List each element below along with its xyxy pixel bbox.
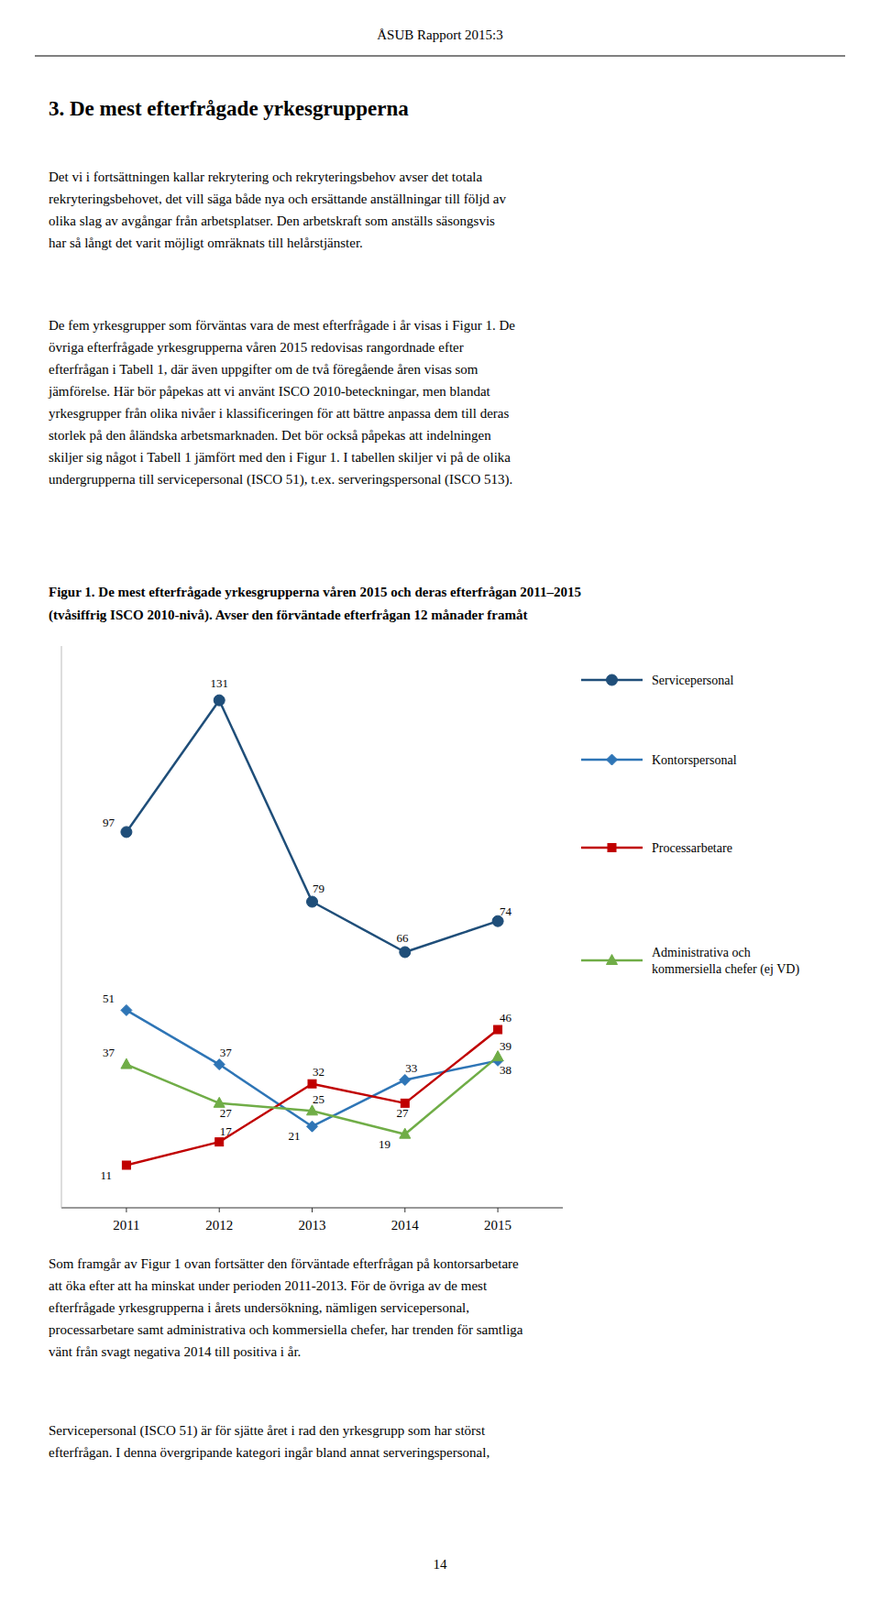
- body-paragraph: Det vi i fortsättningen kallar rekryteri…: [48, 169, 506, 251]
- data-point: [494, 1025, 503, 1034]
- page-header: ÅSUB Rapport 2015:3: [376, 27, 504, 43]
- legend-entry: Administrativa ochkommersiella chefer (e…: [651, 946, 800, 978]
- data-point: [121, 1161, 131, 1170]
- legend-marker: [606, 674, 618, 686]
- data-label: 131: [209, 676, 229, 691]
- data-label: 21: [288, 1129, 301, 1144]
- data-point: [213, 694, 225, 706]
- data-label: 46: [499, 1011, 513, 1025]
- data-point: [399, 1074, 411, 1086]
- data-point: [399, 1128, 411, 1139]
- chart-subtitle: (tvåsiffrig ISCO 2010-nivå). Avser den f…: [48, 607, 528, 624]
- y-axis-line: [61, 646, 63, 1209]
- data-label: 79: [312, 881, 325, 896]
- data-label: 27: [220, 1106, 233, 1121]
- data-label: 38: [499, 1063, 512, 1078]
- legend-entry: Servicepersonal: [651, 673, 735, 688]
- data-point: [121, 826, 132, 838]
- data-label: 32: [312, 1065, 325, 1079]
- footer-paragraph: Som framgår av Figur 1 ovan fortsätter d…: [48, 1256, 524, 1360]
- x-tick: [404, 1208, 406, 1213]
- data-label: 17: [220, 1124, 233, 1139]
- page-number: 14: [433, 1557, 449, 1573]
- data-labels: 97 131 79 66 74 51 37 21 33 38 11 17 32 27 46 37 27 25 19 3…: [99, 676, 512, 1182]
- data-label: 97: [102, 815, 116, 830]
- x-tick: [125, 1208, 127, 1213]
- data-point: [215, 1138, 224, 1147]
- series-line: [126, 1010, 498, 1127]
- legend-marker: [606, 955, 618, 966]
- data-point: [307, 1105, 319, 1116]
- x-tick: [219, 1208, 220, 1213]
- chart-title: Figur 1. De mest efterfrågade yrkesgrupp…: [48, 584, 582, 600]
- data-label: 66: [396, 931, 410, 946]
- data-label: 37: [102, 1045, 116, 1060]
- series-line: [126, 1056, 498, 1135]
- data-label: 27: [396, 1106, 410, 1121]
- data-label: 19: [378, 1137, 391, 1152]
- x-tick: [497, 1208, 499, 1213]
- x-tick-label: 2014: [391, 1218, 420, 1233]
- legend-entry: Processarbetare: [651, 841, 733, 856]
- data-point: [399, 946, 411, 958]
- data-label: 37: [220, 1045, 233, 1060]
- data-point: [213, 1059, 225, 1071]
- legend-entry: Kontorspersonal: [651, 753, 737, 768]
- x-tick: [311, 1208, 313, 1213]
- data-point: [307, 1121, 319, 1133]
- series-line: [126, 1030, 498, 1166]
- chart: 2011 2012 2013 2014 2015 97 131 79 66 74 51 37 21 33 3…: [61, 646, 563, 1233]
- plot-area: [121, 694, 504, 1170]
- legend-marker: [607, 844, 616, 853]
- body-paragraph: De fem yrkesgrupper som förväntas vara d…: [47, 318, 516, 488]
- data-point: [307, 896, 319, 908]
- data-label: 25: [312, 1092, 325, 1107]
- data-label: 33: [405, 1061, 418, 1076]
- x-tick-label: 2015: [484, 1218, 512, 1233]
- data-point: [308, 1079, 317, 1089]
- data-point: [121, 1004, 132, 1016]
- data-label: 11: [99, 1168, 112, 1183]
- data-point: [121, 1058, 132, 1069]
- x-tick-label: 2013: [298, 1218, 327, 1233]
- data-label: 74: [499, 904, 513, 919]
- data-label: 51: [102, 991, 115, 1006]
- x-tick-label: 2012: [205, 1218, 233, 1233]
- series-line: [126, 700, 498, 953]
- heading: 3. De mest efterfrågade yrkesgrupperna: [48, 97, 409, 121]
- legend-marker: [606, 754, 618, 766]
- legend: Servicepersonal Kontorspersonal Processarb…: [581, 673, 800, 978]
- x-tick-label: 2011: [112, 1218, 140, 1233]
- data-label: 39: [499, 1039, 512, 1054]
- footer-paragraph: Servicepersonal (ISCO 51) är för sjätte …: [48, 1423, 490, 1461]
- page: ÅSUB Rapport 2015:3 3. De mest efterfråga…: [0, 0, 880, 1600]
- header-rule: [34, 55, 846, 57]
